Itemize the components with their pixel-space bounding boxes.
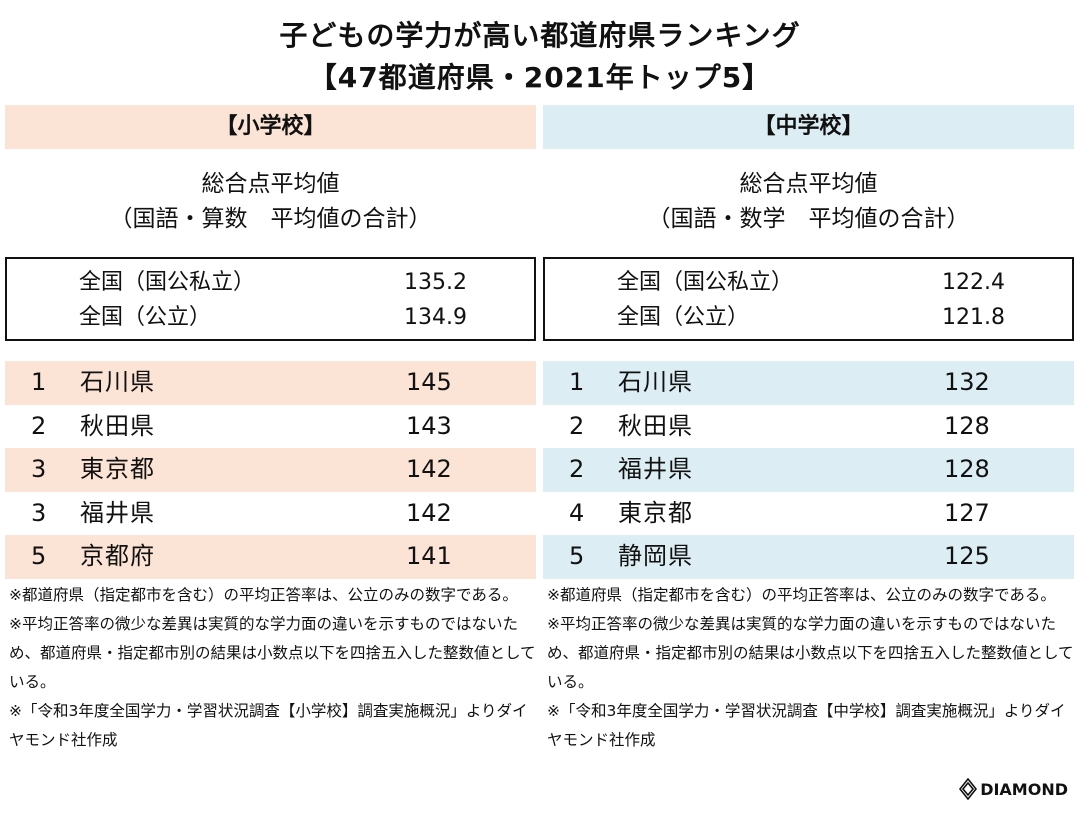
national-value: 135.2	[404, 270, 467, 295]
ranking-table: 1 石川県 145 2 秋田県 143 3 東京都 142 3 福井県 142 5 京都府 141	[5, 361, 536, 579]
national-row: 全国（国公私立） 122.4	[545, 265, 1072, 300]
rank: 4	[569, 498, 585, 527]
ranking-row: 1 石川県 132	[543, 361, 1074, 405]
ranking-row: 2 福井県 128	[543, 448, 1074, 492]
national-average-box: 全国（国公私立） 122.4 全国（公立） 121.8	[543, 257, 1074, 341]
rank: 2	[569, 411, 585, 440]
page-title: 子どもの学力が高い都道府県ランキング	[279, 19, 801, 52]
rank: 5	[569, 542, 585, 570]
national-value: 134.9	[404, 305, 467, 330]
prefecture: 静岡県	[618, 542, 693, 570]
rank: 3	[31, 498, 47, 527]
school-header: 【中学校】	[543, 105, 1074, 149]
national-row: 全国（公立） 134.9	[7, 300, 534, 335]
ranking-row: 3 福井県 142	[5, 492, 536, 536]
diamond-logo: DIAMOND	[959, 778, 1068, 800]
score: 142	[406, 455, 452, 483]
metric-subtitle: （国語・数学 平均値の合計）	[647, 206, 970, 232]
score: 128	[944, 455, 990, 483]
ranking-table: 1 石川県 132 2 秋田県 128 2 福井県 128 4 東京都 127 5 静岡県 125	[543, 361, 1074, 579]
junior-high-column: 【中学校】 総合点平均値 （国語・数学 平均値の合計） 全国（国公私立） 122.4…	[543, 105, 1074, 755]
ranking-row: 5 静岡県 125	[543, 535, 1074, 579]
ranking-row: 2 秋田県 128	[543, 405, 1074, 449]
score: 125	[944, 542, 990, 570]
rank: 1	[569, 368, 585, 396]
metric-title: 総合点平均値	[739, 171, 878, 197]
prefecture: 京都府	[80, 542, 155, 570]
score: 128	[944, 411, 990, 440]
ranking-row: 2 秋田県 143	[5, 405, 536, 449]
national-label: 全国（公立）	[617, 305, 750, 330]
footnotes: ※都道府県（指定都市を含む）の平均正答率は、公立のみの数字である。 ※平均正答率の…	[543, 581, 1074, 755]
national-value: 122.4	[942, 270, 1005, 295]
ranking-row: 1 石川県 145	[5, 361, 536, 405]
footnote: ※平均正答率の微少な差異は実質的な学力面の違いを示すものではないため、都道府県・…	[547, 614, 1074, 691]
diamond-icon	[959, 778, 978, 800]
score: 145	[406, 368, 452, 396]
page-subtitle: 【47都道府県・2021年トップ5】	[308, 61, 772, 94]
prefecture: 石川県	[618, 368, 693, 396]
national-row: 全国（国公私立） 135.2	[7, 265, 534, 300]
score: 141	[406, 542, 452, 570]
footnote: ※「令和3年度全国学力・学習状況調査【小学校】調査実施概況」よりダイヤモンド社作…	[9, 701, 528, 749]
prefecture: 東京都	[618, 498, 693, 527]
footnote: ※都道府県（指定都市を含む）の平均正答率は、公立のみの数字である。	[547, 585, 1056, 604]
score: 132	[944, 368, 990, 396]
metric-title: 総合点平均値	[201, 171, 340, 197]
rank: 2	[569, 455, 585, 483]
score: 143	[406, 411, 452, 440]
score: 142	[406, 498, 452, 527]
footnote: ※都道府県（指定都市を含む）の平均正答率は、公立のみの数字である。	[9, 585, 518, 604]
prefecture: 石川県	[80, 368, 155, 396]
logo-text: DIAMOND	[980, 779, 1068, 799]
score: 127	[944, 498, 990, 527]
rank: 1	[31, 368, 47, 396]
school-header: 【小学校】	[5, 105, 536, 149]
rank: 3	[31, 455, 47, 483]
national-label: 全国（国公私立）	[617, 270, 794, 295]
rank: 5	[31, 542, 47, 570]
rank: 2	[31, 411, 47, 440]
ranking-row: 4 東京都 127	[543, 492, 1074, 536]
ranking-row: 3 東京都 142	[5, 448, 536, 492]
metric-subtitle: （国語・算数 平均値の合計）	[109, 206, 432, 232]
footnotes: ※都道府県（指定都市を含む）の平均正答率は、公立のみの数字である。 ※平均正答率の…	[5, 581, 536, 755]
national-row: 全国（公立） 121.8	[545, 300, 1072, 335]
footnote: ※平均正答率の微少な差異は実質的な学力面の違いを示すものではないため、都道府県・…	[9, 614, 536, 691]
ranking-row: 5 京都府 141	[5, 535, 536, 579]
prefecture: 福井県	[80, 498, 155, 527]
prefecture: 東京都	[80, 455, 155, 483]
national-label: 全国（公立）	[79, 305, 212, 330]
prefecture: 秋田県	[80, 411, 155, 440]
prefecture: 秋田県	[618, 411, 693, 440]
national-label: 全国（国公私立）	[79, 270, 256, 295]
elementary-column: 【小学校】 総合点平均値 （国語・算数 平均値の合計） 全国（国公私立） 135.2…	[5, 105, 536, 755]
national-average-box: 全国（国公私立） 135.2 全国（公立） 134.9	[5, 257, 536, 341]
footnote: ※「令和3年度全国学力・学習状況調査【中学校】調査実施概況」よりダイヤモンド社作…	[547, 701, 1066, 749]
prefecture: 福井県	[618, 455, 693, 483]
national-value: 121.8	[942, 305, 1005, 330]
